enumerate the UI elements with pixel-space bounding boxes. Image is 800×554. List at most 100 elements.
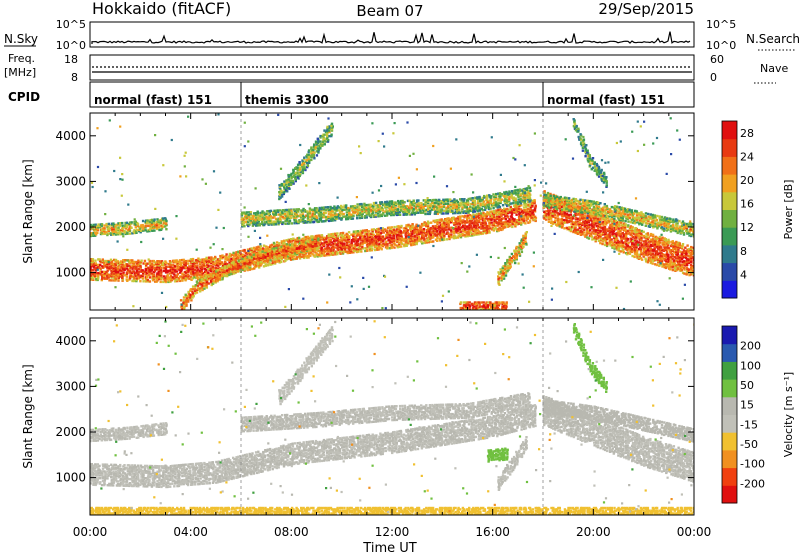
range-cell	[336, 239, 339, 242]
range-cell	[465, 203, 468, 206]
range-cell	[283, 184, 286, 187]
range-cell	[400, 235, 403, 239]
range-cell	[289, 183, 293, 186]
range-cell	[435, 208, 439, 211]
range-cell	[547, 212, 550, 215]
range-cell	[397, 212, 400, 215]
range-cell	[280, 255, 284, 258]
range-cell	[109, 266, 113, 270]
range-cell	[488, 202, 491, 205]
range-cell	[457, 225, 460, 228]
range-cell	[90, 232, 93, 235]
range-cell	[90, 266, 92, 269]
range-cell	[466, 218, 469, 221]
range-cell	[289, 180, 292, 184]
range-cell	[531, 214, 534, 218]
range-cell	[92, 223, 95, 227]
range-cell	[327, 212, 331, 216]
range-cell	[110, 233, 113, 236]
range-cell	[481, 221, 485, 224]
range-cell	[442, 201, 445, 204]
range-cell	[269, 215, 273, 218]
range-cell	[284, 214, 287, 217]
range-cell	[377, 212, 380, 215]
range-cell	[332, 253, 335, 256]
range-cell	[263, 212, 266, 216]
range-cell	[432, 207, 436, 210]
range-cell	[356, 242, 360, 245]
range-cell	[296, 163, 300, 166]
range-cell	[284, 256, 287, 260]
range-cell	[309, 150, 313, 153]
range-cell	[492, 214, 496, 217]
range-cell	[256, 213, 259, 216]
range-cell	[399, 199, 403, 203]
range-cell	[358, 204, 361, 207]
range-cell	[359, 233, 362, 237]
range-cell	[273, 262, 277, 265]
range-cell	[503, 192, 507, 195]
range-cell	[220, 267, 224, 271]
range-cell	[427, 238, 431, 241]
range-cell	[164, 276, 167, 280]
range-cell	[162, 220, 166, 223]
range-cell	[134, 230, 138, 233]
range-cell	[340, 207, 343, 210]
range-cell	[329, 250, 332, 254]
range-cell	[284, 259, 287, 262]
range-cell	[482, 222, 485, 226]
range-cell	[477, 231, 480, 235]
range-cell	[543, 190, 546, 193]
range-cell	[449, 218, 453, 221]
range-cell	[269, 259, 272, 262]
range-cell	[600, 226, 603, 230]
range-cell	[449, 205, 453, 208]
range-cell	[431, 198, 434, 202]
range-cell	[241, 211, 244, 214]
range-cell	[510, 195, 513, 198]
range-cell	[285, 239, 288, 242]
range-cell	[434, 209, 437, 213]
range-cell	[173, 265, 177, 268]
range-cell	[117, 272, 120, 275]
range-cell	[525, 212, 528, 215]
range-cell	[295, 253, 299, 256]
range-cell	[116, 260, 119, 263]
range-cell	[568, 216, 571, 219]
range-cell	[426, 220, 430, 223]
range-cell	[489, 214, 492, 218]
range-cell	[424, 200, 428, 203]
range-cell	[182, 276, 185, 279]
range-cell	[461, 207, 464, 210]
range-cell	[159, 272, 162, 275]
range-cell	[243, 256, 247, 260]
range-cell	[383, 203, 386, 206]
range-cell	[280, 240, 283, 243]
range-cell	[308, 250, 311, 253]
range-cell	[506, 214, 509, 217]
range-cell	[294, 252, 297, 255]
range-cell	[310, 158, 313, 162]
range-cell	[333, 208, 336, 211]
range-cell	[185, 296, 188, 299]
range-cell	[453, 223, 456, 226]
range-cell	[170, 278, 174, 282]
range-cell	[430, 231, 433, 234]
range-cell	[267, 223, 270, 226]
range-cell	[322, 253, 326, 256]
range-cell	[155, 262, 158, 266]
range-cell	[360, 213, 363, 217]
range-cell	[334, 216, 337, 219]
range-cell	[464, 231, 467, 234]
range-cell	[294, 173, 297, 176]
range-cell	[292, 171, 295, 174]
range-cell	[375, 209, 378, 213]
range-cell	[313, 212, 316, 215]
range-cell	[517, 191, 520, 194]
range-cell	[300, 241, 303, 244]
range-cell	[201, 272, 205, 275]
range-cell	[423, 241, 426, 245]
range-cell	[463, 210, 466, 213]
range-cell	[321, 253, 324, 256]
range-cell	[528, 219, 532, 222]
